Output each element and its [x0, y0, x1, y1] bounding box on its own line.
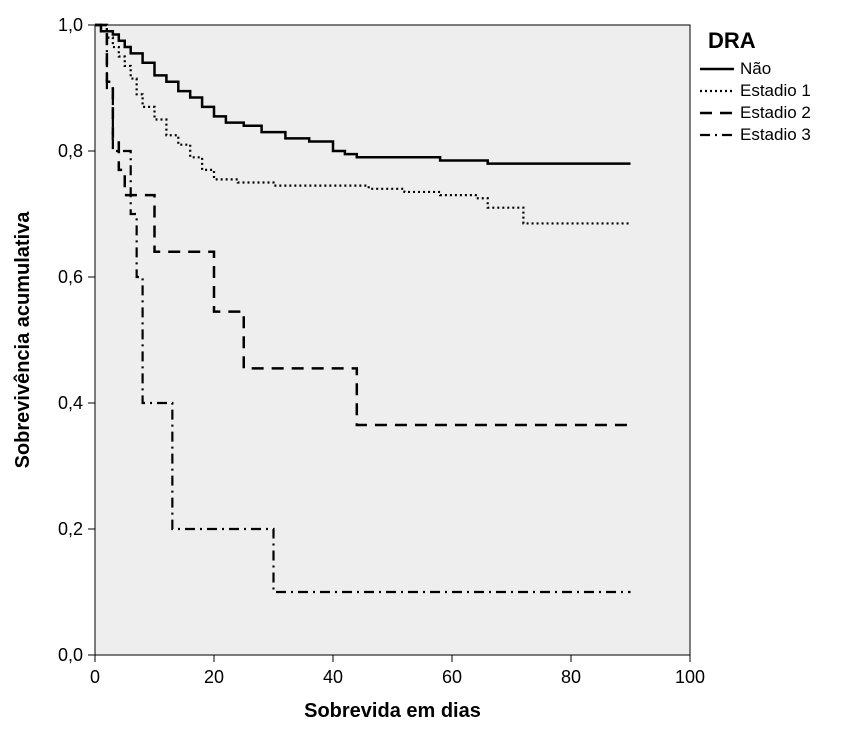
- y-tick-label: 0,6: [58, 267, 83, 287]
- legend-label: Não: [740, 59, 771, 78]
- y-tick-label: 1,0: [58, 15, 83, 35]
- y-tick-label: 0,4: [58, 393, 83, 413]
- legend-label: Estadio 2: [740, 103, 811, 122]
- y-tick-label: 0,8: [58, 141, 83, 161]
- chart-svg: 0 20 40 60 80 100 0,0 0,2 0,4 0,6 0,8 1,0 Sobrevida …: [0, 0, 850, 739]
- legend-title: DRA: [708, 28, 756, 53]
- x-tick-label: 60: [442, 667, 462, 687]
- y-axis-title: Sobrevivência acumulativa: [12, 211, 34, 469]
- legend-label: Estadio 3: [740, 125, 811, 144]
- x-tick-label: 0: [90, 667, 100, 687]
- plot-panel: [95, 25, 690, 655]
- x-axis-title: Sobrevida em dias: [304, 700, 481, 722]
- x-tick-label: 20: [204, 667, 224, 687]
- x-tick-label: 40: [323, 667, 343, 687]
- legend-label: Estadio 1: [740, 81, 811, 100]
- y-tick-label: 0,2: [58, 519, 83, 539]
- y-tick-label: 0,0: [58, 645, 83, 665]
- x-tick-label: 80: [561, 667, 581, 687]
- survival-chart: 0 20 40 60 80 100 0,0 0,2 0,4 0,6 0,8 1,0 Sobrevida …: [0, 0, 850, 739]
- x-tick-label: 100: [675, 667, 705, 687]
